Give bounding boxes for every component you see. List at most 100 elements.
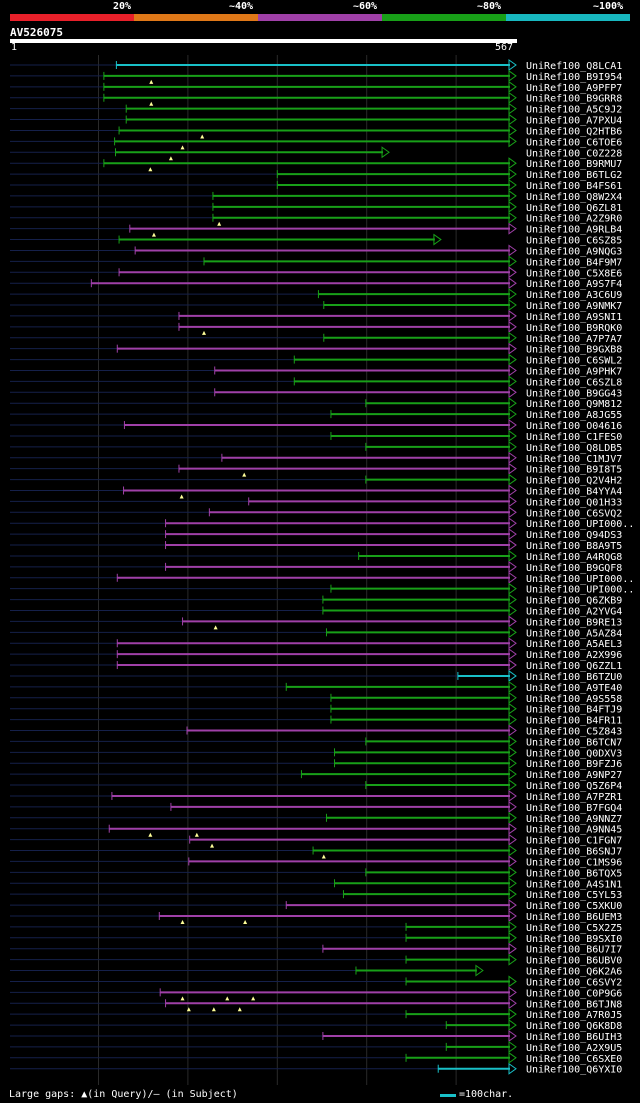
hit-arrow: [508, 168, 517, 181]
hit-label: UniRef100_B6UIH3: [526, 1032, 622, 1043]
hit-label: UniRef100_B9RE13: [526, 617, 622, 628]
hit-arrow: [508, 648, 517, 661]
hit-label: UniRef100_A9RLB4: [526, 225, 622, 236]
hit-label: UniRef100_UPI000..: [526, 574, 634, 585]
hit-arrow: [508, 1019, 517, 1032]
hit-arrow: [508, 1008, 517, 1021]
legend-segment-20: [10, 14, 134, 21]
hit-label: UniRef100_Q8W2X4: [526, 192, 622, 203]
hit-label: UniRef100_C6SWL2: [526, 356, 622, 367]
hit-arrow: [508, 124, 517, 137]
hit-arrow: [508, 135, 517, 148]
hit-arrow: [508, 451, 517, 464]
hit-label: UniRef100_B9FZJ6: [526, 759, 622, 770]
hit-label: UniRef100_B4FTJ9: [526, 705, 622, 716]
hit-label: UniRef100_A4S1N1: [526, 879, 622, 890]
hit-arrow: [508, 669, 517, 682]
hit-label: UniRef100_C5XKU0: [526, 901, 622, 912]
legend-label-100: ~100%: [593, 1, 624, 12]
hit-label: UniRef100_Q6YXI0: [526, 1065, 622, 1076]
gap-marker: [217, 221, 222, 226]
legend-label-20: 20%: [113, 1, 132, 12]
large-gaps-legend: Large gaps: ▲(in Query)/– (in Subject): [9, 1089, 238, 1100]
hit-label: UniRef100_B4FR11: [526, 716, 622, 727]
hit-label: UniRef100_B9I954: [526, 72, 622, 83]
query-end: 567: [495, 42, 514, 53]
hit-label: UniRef100_Q01H33: [526, 497, 622, 508]
gap-marker: [237, 1007, 242, 1012]
legend-label-40: ~40%: [229, 1, 254, 12]
hit-label: UniRef100_A5AEL3: [526, 639, 622, 650]
hit-arrow: [508, 440, 517, 453]
gap-marker: [225, 996, 230, 1001]
gap-marker: [179, 494, 184, 499]
hit-arrow: [508, 975, 517, 988]
hit-label: UniRef100_B4YYA4: [526, 486, 622, 497]
hit-label: UniRef100_C6SVQ2: [526, 508, 622, 519]
hit-label: UniRef100_C5X2Z5: [526, 923, 622, 934]
hit-arrow: [508, 375, 517, 388]
hit-arrow: [508, 822, 517, 835]
hit-label: UniRef100_B9GRR8: [526, 94, 622, 105]
hit-arrow: [508, 811, 517, 824]
hit-arrow: [508, 800, 517, 813]
gap-marker: [149, 101, 154, 106]
gap-marker: [148, 167, 153, 172]
hit-label: UniRef100_A3C6U9: [526, 290, 622, 301]
hit-arrow: [381, 146, 390, 159]
hit-arrow: [508, 244, 517, 257]
hit-label: UniRef100_C6SZ85: [526, 236, 622, 247]
hit-label: UniRef100_A9NMK7: [526, 301, 622, 312]
hit-arrow: [508, 680, 517, 693]
gap-marker: [148, 832, 153, 837]
hit-label: UniRef100_Q5Z6P4: [526, 781, 622, 792]
hit-label: UniRef100_A9S7F4: [526, 279, 622, 290]
hit-label: UniRef100_A9PHK7: [526, 366, 622, 377]
hit-arrow: [508, 931, 517, 944]
hit-arrow: [508, 757, 517, 770]
hit-label: UniRef100_A2X996: [526, 650, 622, 661]
legend-segment-40: [134, 14, 258, 21]
legend-segment-60: [258, 14, 382, 21]
hit-arrow: [508, 560, 517, 573]
hit-arrow: [508, 768, 517, 781]
hit-label: UniRef100_B6UBV0: [526, 956, 622, 967]
hit-arrow: [508, 255, 517, 268]
hit-label: UniRef100_Q9M812: [526, 399, 622, 410]
hit-arrow: [508, 1051, 517, 1064]
hit-arrow: [508, 582, 517, 595]
query-id: AV526075: [10, 26, 63, 39]
hit-label: UniRef100_Q6K8D8: [526, 1021, 622, 1032]
hit-arrow: [433, 233, 442, 246]
gap-marker: [251, 996, 256, 1001]
hit-arrow: [508, 364, 517, 377]
hit-label: UniRef100_A5AZ84: [526, 628, 622, 639]
hit-label: UniRef100_A9S558: [526, 694, 622, 705]
hit-label: UniRef100_B8A9T5: [526, 541, 622, 552]
hit-label: UniRef100_C1MJV7: [526, 454, 622, 465]
hit-label: UniRef100_A2X9U5: [526, 1043, 622, 1054]
hit-label: UniRef100_Q0DXV3: [526, 748, 622, 759]
hit-label: UniRef100_B6TCN7: [526, 737, 622, 748]
hit-arrow: [508, 539, 517, 552]
hit-arrow: [508, 833, 517, 846]
hit-arrow: [508, 69, 517, 82]
hit-arrow: [508, 484, 517, 497]
legend-label-80: ~80%: [477, 1, 502, 12]
hit-label: UniRef100_C6SXE0: [526, 1054, 622, 1065]
query-bar: [10, 39, 517, 43]
hit-arrow: [508, 789, 517, 802]
hit-arrow: [508, 495, 517, 508]
gap-marker: [242, 472, 247, 477]
hit-label: UniRef100_O04616: [526, 421, 622, 432]
hit-arrow: [508, 593, 517, 606]
hit-arrow: [508, 462, 517, 475]
gap-marker: [186, 1007, 191, 1012]
hit-arrow: [508, 920, 517, 933]
hit-label: UniRef100_C0Z228: [526, 148, 622, 159]
hit-label: UniRef100_Q6ZL81: [526, 203, 622, 214]
hit-label: UniRef100_B9GG43: [526, 388, 622, 399]
gap-marker: [149, 79, 154, 84]
hit-arrow: [508, 866, 517, 879]
hit-label: UniRef100_A7R0J5: [526, 1010, 622, 1021]
